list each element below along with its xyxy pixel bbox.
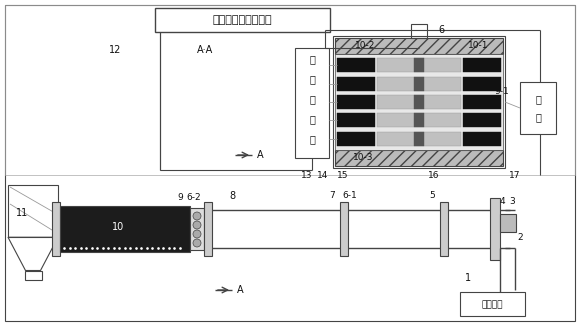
Bar [333,36,505,168]
Text: 电: 电 [535,94,541,104]
Bar [377,95,461,109]
Bar [460,292,525,316]
Bar [60,206,190,252]
Bar [335,38,503,54]
Text: 6-2: 6-2 [187,194,201,202]
Bar [295,48,329,158]
Bar [414,58,424,72]
Text: 12: 12 [109,45,121,55]
Text: 10-1: 10-1 [467,41,488,51]
Text: 9-1: 9-1 [495,87,509,96]
Text: 源: 源 [535,112,541,122]
Bar [414,113,424,127]
Bar [340,202,348,256]
Bar [377,77,461,91]
Text: 2: 2 [517,233,523,243]
Text: 压缩气瓶: 压缩气瓶 [481,301,503,309]
Text: 号: 号 [309,74,315,84]
Text: 数据采集及控制系统: 数据采集及控制系统 [213,15,273,25]
Bar [337,58,375,72]
Text: 6: 6 [438,25,444,35]
Text: 8: 8 [229,191,235,201]
Text: A: A [257,150,263,160]
Text: A: A [237,285,244,295]
Circle shape [193,239,201,247]
Bar [414,132,424,146]
Text: 10: 10 [113,222,125,232]
Bar [5,5,575,175]
Bar [377,113,461,127]
Bar [411,24,427,38]
Text: 7: 7 [329,191,335,200]
Bar [8,185,58,237]
Text: 11: 11 [16,208,28,218]
Bar [377,58,461,72]
Bar [190,208,204,250]
Circle shape [193,221,201,229]
Bar [335,54,503,150]
Bar [52,202,60,256]
Bar [24,271,42,280]
Text: 6-1: 6-1 [343,191,357,200]
Text: 15: 15 [337,171,349,181]
Bar [337,132,375,146]
Bar [377,132,461,146]
Bar [414,77,424,91]
Bar [463,132,501,146]
Text: 10-2: 10-2 [355,41,375,51]
Text: 信: 信 [309,54,315,64]
Bar [500,214,516,232]
Text: 10-3: 10-3 [353,154,374,162]
Text: 放: 放 [309,94,315,104]
Bar [337,77,375,91]
Bar [463,58,501,72]
Bar [490,198,500,260]
Circle shape [193,230,201,238]
Text: 17: 17 [509,171,521,181]
Text: A·A: A·A [197,45,213,55]
Text: 14: 14 [317,171,329,181]
Text: 1: 1 [465,273,471,283]
Text: 5: 5 [429,191,435,200]
Text: 4: 4 [499,198,505,206]
Text: 9: 9 [177,194,183,202]
Text: 器: 器 [309,134,315,144]
Bar [414,95,424,109]
Text: 3: 3 [509,198,515,206]
Bar [520,82,556,134]
Bar [463,77,501,91]
Bar [335,150,503,166]
Bar [337,113,375,127]
Circle shape [193,212,201,220]
Text: 13: 13 [301,171,313,181]
Bar [463,95,501,109]
Bar [463,113,501,127]
Bar [337,95,375,109]
Bar [155,8,330,32]
Text: 大: 大 [309,114,315,124]
Bar [440,202,448,256]
Bar [204,202,212,256]
Text: 16: 16 [428,171,440,181]
